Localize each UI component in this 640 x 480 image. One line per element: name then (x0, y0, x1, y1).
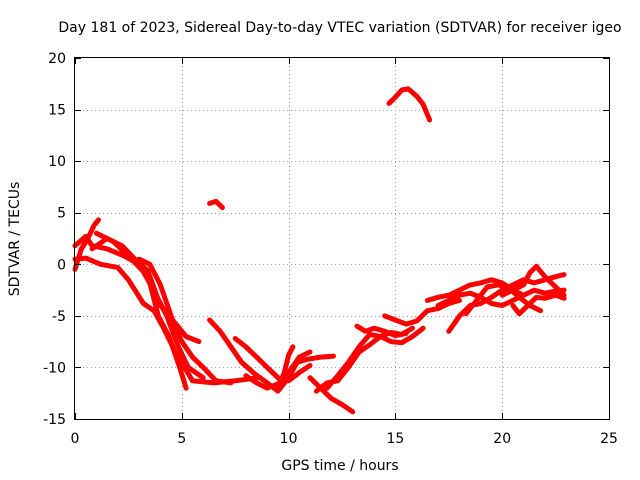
axis-ticks: 0 5 10 15 20 25 -15 -10 -5 0 5 10 15 20 (43, 51, 618, 447)
x-tick-label: 5 (177, 431, 186, 447)
grid-lines (75, 58, 609, 419)
x-tick-label: 20 (493, 431, 511, 447)
x-tick-label: 15 (386, 431, 404, 447)
y-tick-label: 20 (48, 51, 66, 67)
series-arc-11 (275, 344, 296, 391)
series-arc-5 (93, 230, 206, 381)
x-tick-label: 10 (280, 431, 298, 447)
series-arc-3 (72, 255, 262, 386)
chart-title: Day 181 of 2023, Sidereal Day-to-day VTE… (58, 20, 621, 36)
y-tick-label: -15 (43, 412, 66, 428)
plot-frame (74, 57, 610, 420)
x-axis-label: GPS time / hours (281, 458, 398, 474)
series-arc-12 (307, 375, 356, 415)
series-arc-6 (136, 256, 234, 386)
series-arc-14 (324, 325, 426, 391)
series-arc-15 (382, 297, 462, 327)
series-arc-23 (510, 292, 567, 317)
x-tick-label: 0 (71, 431, 80, 447)
y-axis-label: SDTVAR / TECUs (7, 182, 23, 297)
series-arc-19 (435, 287, 567, 308)
y-tick-label: 5 (57, 206, 66, 222)
series-arc-7 (207, 198, 225, 211)
y-tick-label: 15 (48, 103, 66, 119)
series-arc-17 (386, 86, 433, 123)
series-arc-9 (232, 336, 313, 384)
y-tick-label: 10 (48, 154, 66, 170)
x-tick-label: 25 (600, 431, 618, 447)
series-arc-16 (354, 323, 409, 338)
data-series (72, 86, 567, 415)
series-arc-22 (499, 263, 567, 298)
y-tick-label: -10 (43, 360, 66, 376)
y-tick-label: 0 (57, 257, 66, 273)
y-tick-label: -5 (52, 309, 66, 325)
